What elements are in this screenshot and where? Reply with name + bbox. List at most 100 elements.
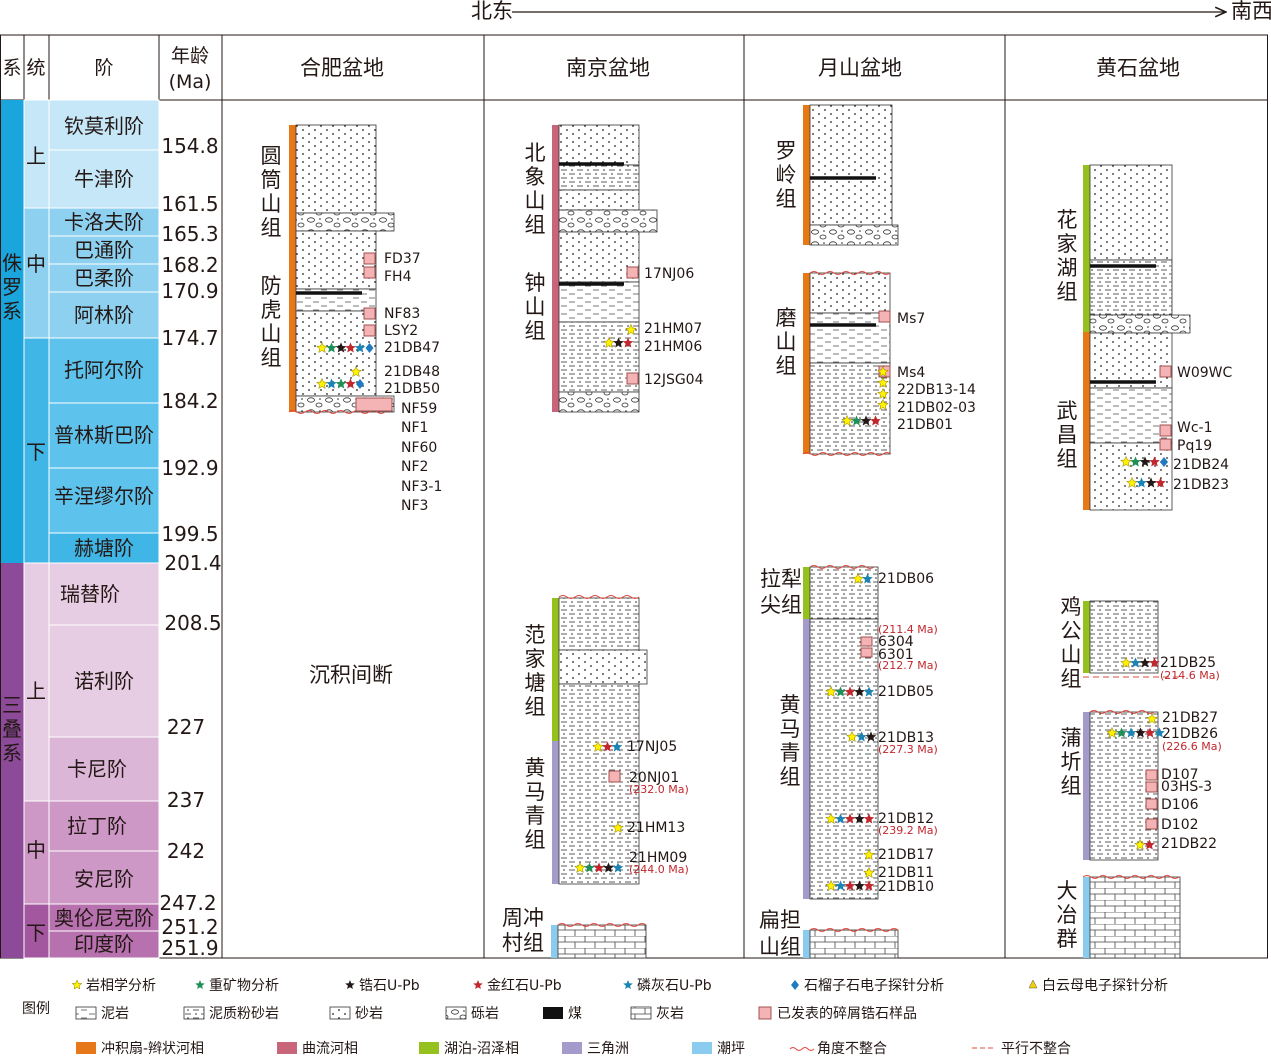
stage-label: 印度阶 [74, 932, 134, 956]
analysis-star [603, 336, 615, 349]
stage-label: 钦莫利阶 [64, 114, 144, 138]
basin-hefei-title: 合肥盆地 [300, 56, 384, 80]
analysis-star [863, 813, 875, 824]
analysis-star [326, 342, 337, 353]
formation-text: 大冶群 [1057, 879, 1078, 951]
analysis-star [844, 813, 856, 824]
basin-nanjing-title: 南京盆地 [566, 56, 650, 80]
legend-analysis-marker [791, 980, 799, 990]
age-annotation: (244.0 Ma) [629, 863, 689, 876]
nanjing-formation-beixiangshan: 北象山组 [525, 141, 546, 237]
legend-analysis-label: 岩相学分析 [86, 978, 156, 994]
analysis-star [1126, 476, 1138, 489]
age-label: 154.8 [161, 134, 218, 158]
formation-text: 尖组 [760, 593, 802, 617]
formation-text: 花家湖组 [1057, 208, 1078, 304]
sample-label: 21DB26 [1162, 726, 1218, 742]
sample-label: 21HM09 [629, 850, 687, 866]
analysis-star [1149, 657, 1160, 668]
huangshi-formation-huajiahu: 花家湖组 [1057, 208, 1078, 304]
analysis-star [1154, 727, 1165, 738]
series-label-jurassic-upper: 上 [26, 144, 46, 168]
analysis-star [1116, 727, 1127, 738]
age-label: 168.2 [161, 253, 218, 277]
sample-box [860, 636, 873, 647]
analysis-star [877, 387, 889, 400]
sample-label: NF60 [401, 440, 437, 456]
age-label: 165.3 [161, 222, 218, 246]
sample-label: W09WC [1177, 365, 1233, 381]
legend-lithology-label: 泥岩 [101, 1006, 129, 1022]
analysis-star [863, 880, 875, 891]
system-jurassic-label: 侏罗系 [2, 251, 22, 323]
analysis-star [1144, 839, 1155, 850]
sample-label: 21DB06 [878, 571, 934, 587]
series-label-triassic-upper: 上 [26, 679, 46, 703]
analysis-star [1130, 456, 1141, 467]
analysis-star [865, 731, 877, 742]
stage-label: 诺利阶 [74, 669, 134, 693]
stage-label: 阿林阶 [74, 303, 134, 327]
legend-analysis-label: 锆石U-Pb [359, 978, 420, 994]
age-annotation: (212.7 Ma) [878, 659, 938, 672]
analysis-star [1135, 727, 1146, 738]
sample-label: FD37 [384, 251, 421, 267]
analysis-star [825, 685, 837, 698]
age-label: 161.5 [161, 192, 218, 216]
analysis-star [1139, 456, 1151, 467]
stage-label: 安尼阶 [74, 867, 134, 891]
legend-lithology-label: 煤 [568, 1006, 582, 1022]
analysis-star [350, 365, 362, 378]
sample-label: FH4 [384, 269, 412, 285]
sample-box [1145, 798, 1158, 810]
huangshi-formation-puqi: 蒲圻组 [1061, 726, 1082, 798]
sample-label: 21HM07 [644, 321, 702, 337]
nanjing-formation-huangmaqing: 黄马青组 [525, 756, 546, 852]
analysis-star [863, 848, 875, 861]
analysis-star [877, 365, 889, 378]
lithology-sandstone [295, 124, 377, 214]
formation-text: 蒲圻组 [1061, 726, 1082, 798]
analysis-star [856, 731, 867, 742]
hefei-formation-yuantongshan: 圆筒山组 [261, 144, 282, 240]
age-label: 251.2 [161, 915, 218, 939]
sample-box [363, 252, 376, 265]
geologic-time-scale [1, 99, 160, 959]
sample-label: 21DB02-03 [897, 400, 976, 416]
sample-label: 21DB50 [384, 381, 440, 397]
age-label: 251.9 [161, 936, 218, 960]
sample-box [1145, 781, 1158, 793]
formation-text: 黄马青组 [525, 756, 546, 852]
formation-text: 钟山组 [525, 271, 546, 343]
system-jurassic-bar [1, 100, 24, 563]
legend-analysis-label: 磷灰石U-Pb [637, 978, 712, 994]
sample-label: 12JSG04 [644, 372, 704, 388]
formation-text: 村组 [502, 931, 544, 955]
legend-analysis-label: 石榴子石电子探针分析 [804, 978, 944, 994]
analysis-star [354, 342, 366, 353]
sample-label: 21DB12 [878, 811, 934, 827]
basin-yueshan-title: 月山盆地 [818, 56, 902, 80]
formation-text: 磨山组 [776, 306, 797, 378]
system-triassic-text: 三叠系 [2, 693, 22, 765]
huangshi-column [1082, 164, 1191, 959]
nanjing-column [551, 124, 658, 959]
sample-label: NF3 [401, 498, 428, 514]
sample-box [363, 324, 376, 337]
legend-analysis-marker [345, 980, 355, 989]
yueshan-formation-huangmaqing: 黄马青组 [780, 693, 801, 789]
analysis-star [1136, 477, 1147, 488]
angular-unconformity [558, 595, 640, 599]
sample-label: 21DB24 [1173, 457, 1229, 473]
analysis-star [841, 414, 853, 427]
analysis-star [835, 686, 846, 697]
analysis-markers [316, 323, 1168, 892]
sample-label: 22DB13-14 [897, 382, 976, 398]
formation-text: 防虎山组 [261, 274, 282, 370]
garnet-diamond [1160, 457, 1168, 467]
age-annotation: (214.6 Ma) [1160, 669, 1220, 682]
yueshan-column [802, 104, 899, 959]
sample-label: 21DB11 [878, 865, 934, 881]
stage-label: 奥伦尼克阶 [54, 906, 154, 930]
stage-label: 托阿尔阶 [64, 358, 144, 382]
